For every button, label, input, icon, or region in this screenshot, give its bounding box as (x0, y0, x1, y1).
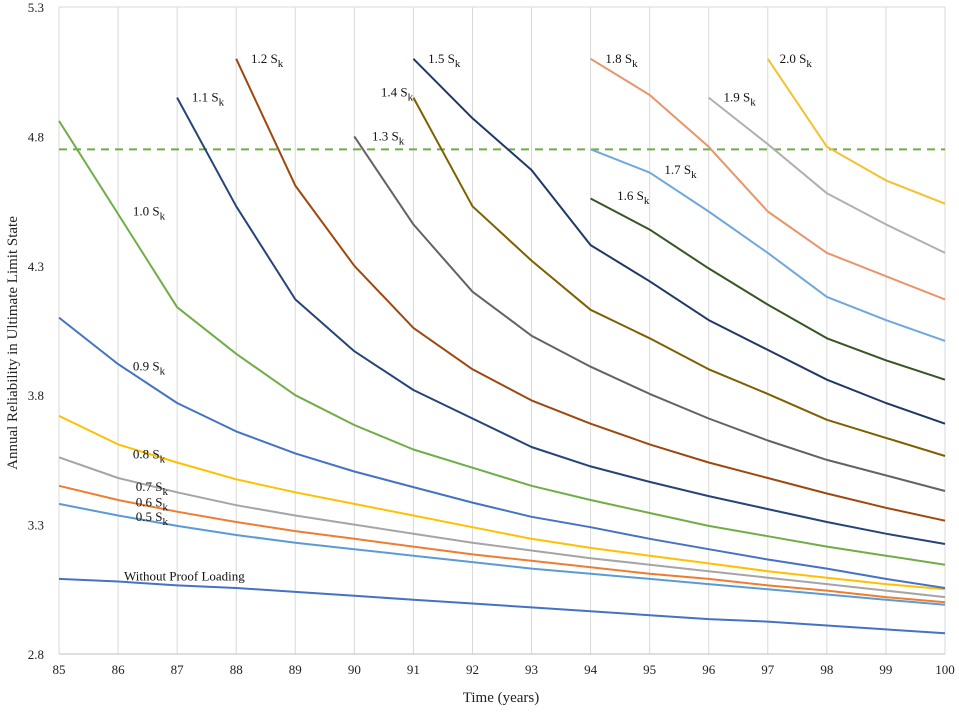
x-tick-label: 90 (348, 662, 361, 677)
y-tick-label: 4.8 (28, 129, 44, 144)
x-tick-label: 85 (53, 662, 66, 677)
series-line-0-5-sk (58, 502, 946, 606)
series-line-0-8-sk (58, 414, 946, 591)
series-label: 1.1 Sk (192, 90, 225, 109)
series-label: 1.5 Sk (428, 51, 461, 70)
series-label: 2.0 Sk (780, 51, 813, 70)
x-tick-label: 94 (584, 662, 598, 677)
x-tick-label: 89 (289, 662, 302, 677)
x-tick-label: 99 (879, 662, 892, 677)
series-line-1-8-sk (590, 57, 946, 301)
series-line-1-2-sk (235, 58, 946, 522)
series-label: Without Proof Loading (124, 568, 245, 583)
x-tick-label: 92 (466, 662, 479, 677)
y-tick-label: 4.3 (28, 259, 44, 274)
series-label: 0.8 Sk (133, 447, 166, 466)
series-line-1-9-sk (708, 96, 946, 254)
x-tick-label: 98 (820, 662, 833, 677)
series-line-2-0-sk (766, 58, 946, 205)
series-line-1-7-sk (590, 148, 946, 342)
series-line-1-1-sk (176, 97, 946, 545)
series-line-1-0-sk (58, 120, 946, 566)
series-line-1-4-sk (412, 97, 946, 457)
series-labels: Without Proof Loading 0.5 Sk0.6 Sk0.7 Sk 0… (124, 51, 812, 584)
y-axis-ticks: 2.8 3.3 3.8 4.3 4.8 5.3 (28, 0, 44, 662)
y-tick-label: 3.8 (28, 388, 44, 403)
series-line-0-9-sk (58, 316, 946, 589)
series-label: 1.2 Sk (251, 51, 284, 70)
y-axis-title: Annual Reliability in Ultimate Limit Sta… (5, 216, 21, 470)
x-tick-label: 87 (171, 662, 185, 677)
series-line-1-5-sk (412, 58, 946, 425)
series-label: 0.9 Sk (133, 359, 166, 378)
series-label: 0.7 Sk (136, 479, 169, 498)
series-line-0-6-sk (58, 484, 946, 604)
series-lines (58, 57, 946, 635)
series-label: 1.0 Sk (133, 203, 166, 222)
x-tick-label: 86 (112, 662, 126, 677)
series-label: 1.6 Sk (617, 188, 650, 207)
x-tick-label: 97 (761, 662, 775, 677)
series-label: 1.3 Sk (372, 128, 405, 147)
x-tick-label: 96 (702, 662, 716, 677)
series-line-1-6-sk (590, 197, 946, 381)
x-tick-label: 93 (525, 662, 538, 677)
x-tick-label: 95 (643, 662, 656, 677)
series-label: 1.4 Sk (381, 84, 414, 103)
series-label: 1.8 Sk (605, 51, 638, 70)
x-tick-label: 100 (935, 662, 955, 677)
x-axis-ticks: 85 86 87 88 89 90 91 92 93 94 95 96 97 98 99 100 (53, 662, 955, 677)
y-tick-label: 5.3 (28, 0, 44, 15)
y-tick-label: 3.3 (28, 518, 44, 533)
series-label: 0.5 Sk (136, 509, 169, 528)
x-tick-label: 91 (407, 662, 420, 677)
series-line-1-3-sk (353, 135, 946, 492)
series-label: 1.7 Sk (664, 162, 697, 181)
series-label: 0.6 Sk (136, 495, 169, 514)
x-axis-title: Time (years) (463, 690, 540, 706)
y-tick-label: 2.8 (28, 647, 44, 662)
series-line-without-proof-loading (58, 577, 946, 635)
series-line-0-7-sk (58, 456, 946, 599)
x-tick-label: 88 (230, 662, 243, 677)
series-label: 1.9 Sk (724, 90, 757, 109)
